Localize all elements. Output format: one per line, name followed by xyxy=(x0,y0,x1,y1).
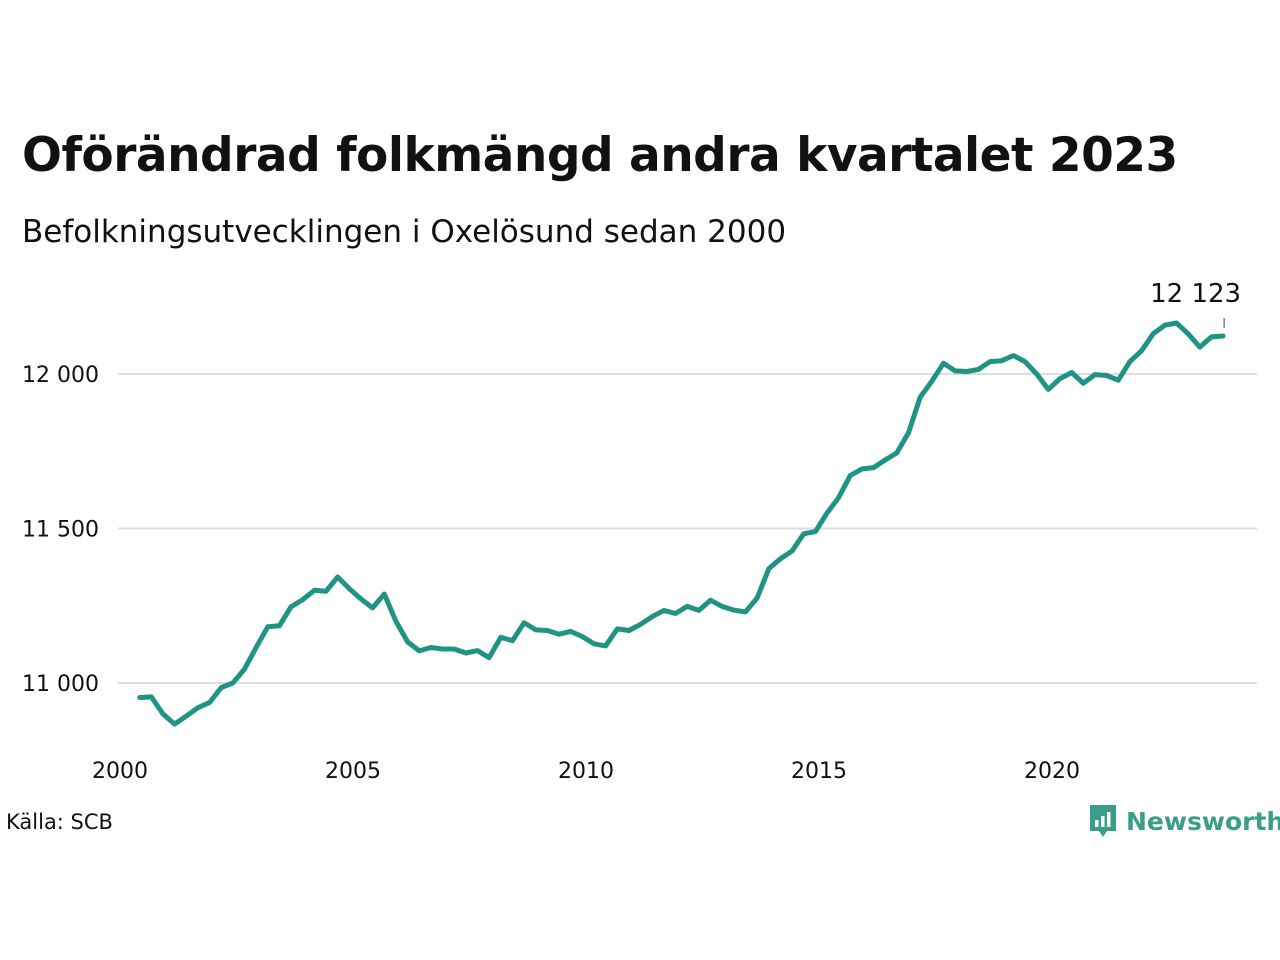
end-label-layer: 12 123 xyxy=(1150,279,1241,328)
x-axis-ticks: 2000 2005 2010 2015 2020 xyxy=(92,759,1080,784)
chart-title: Oförändrad folkmängd andra kvartalet 202… xyxy=(22,128,1178,183)
gridlines xyxy=(118,373,1257,684)
y-tick-label: 12 000 xyxy=(22,363,99,388)
x-tick-label: 2000 xyxy=(92,759,148,784)
y-tick-label: 11 500 xyxy=(22,518,99,543)
brand-logo[interactable]: Newsworthy xyxy=(1088,803,1280,839)
chart-subtitle: Befolkningsutvecklingen i Oxelösund seda… xyxy=(22,214,787,250)
y-tick-label: 11 000 xyxy=(22,672,99,697)
x-tick-label: 2005 xyxy=(325,759,381,784)
x-tick-label: 2020 xyxy=(1024,759,1080,784)
y-axis-ticks: 11 000 11 500 12 000 xyxy=(22,363,99,697)
series-layer xyxy=(137,320,1226,727)
x-tick-label: 2015 xyxy=(791,759,847,784)
source-note: Källa: SCB xyxy=(6,810,113,834)
brand-name: Newsworthy xyxy=(1126,806,1280,836)
population-line xyxy=(137,320,1226,727)
bar-chart-speech-bubble-icon xyxy=(1090,805,1116,837)
x-tick-label: 2010 xyxy=(558,759,614,784)
end-value-label: 12 123 xyxy=(1150,279,1241,309)
